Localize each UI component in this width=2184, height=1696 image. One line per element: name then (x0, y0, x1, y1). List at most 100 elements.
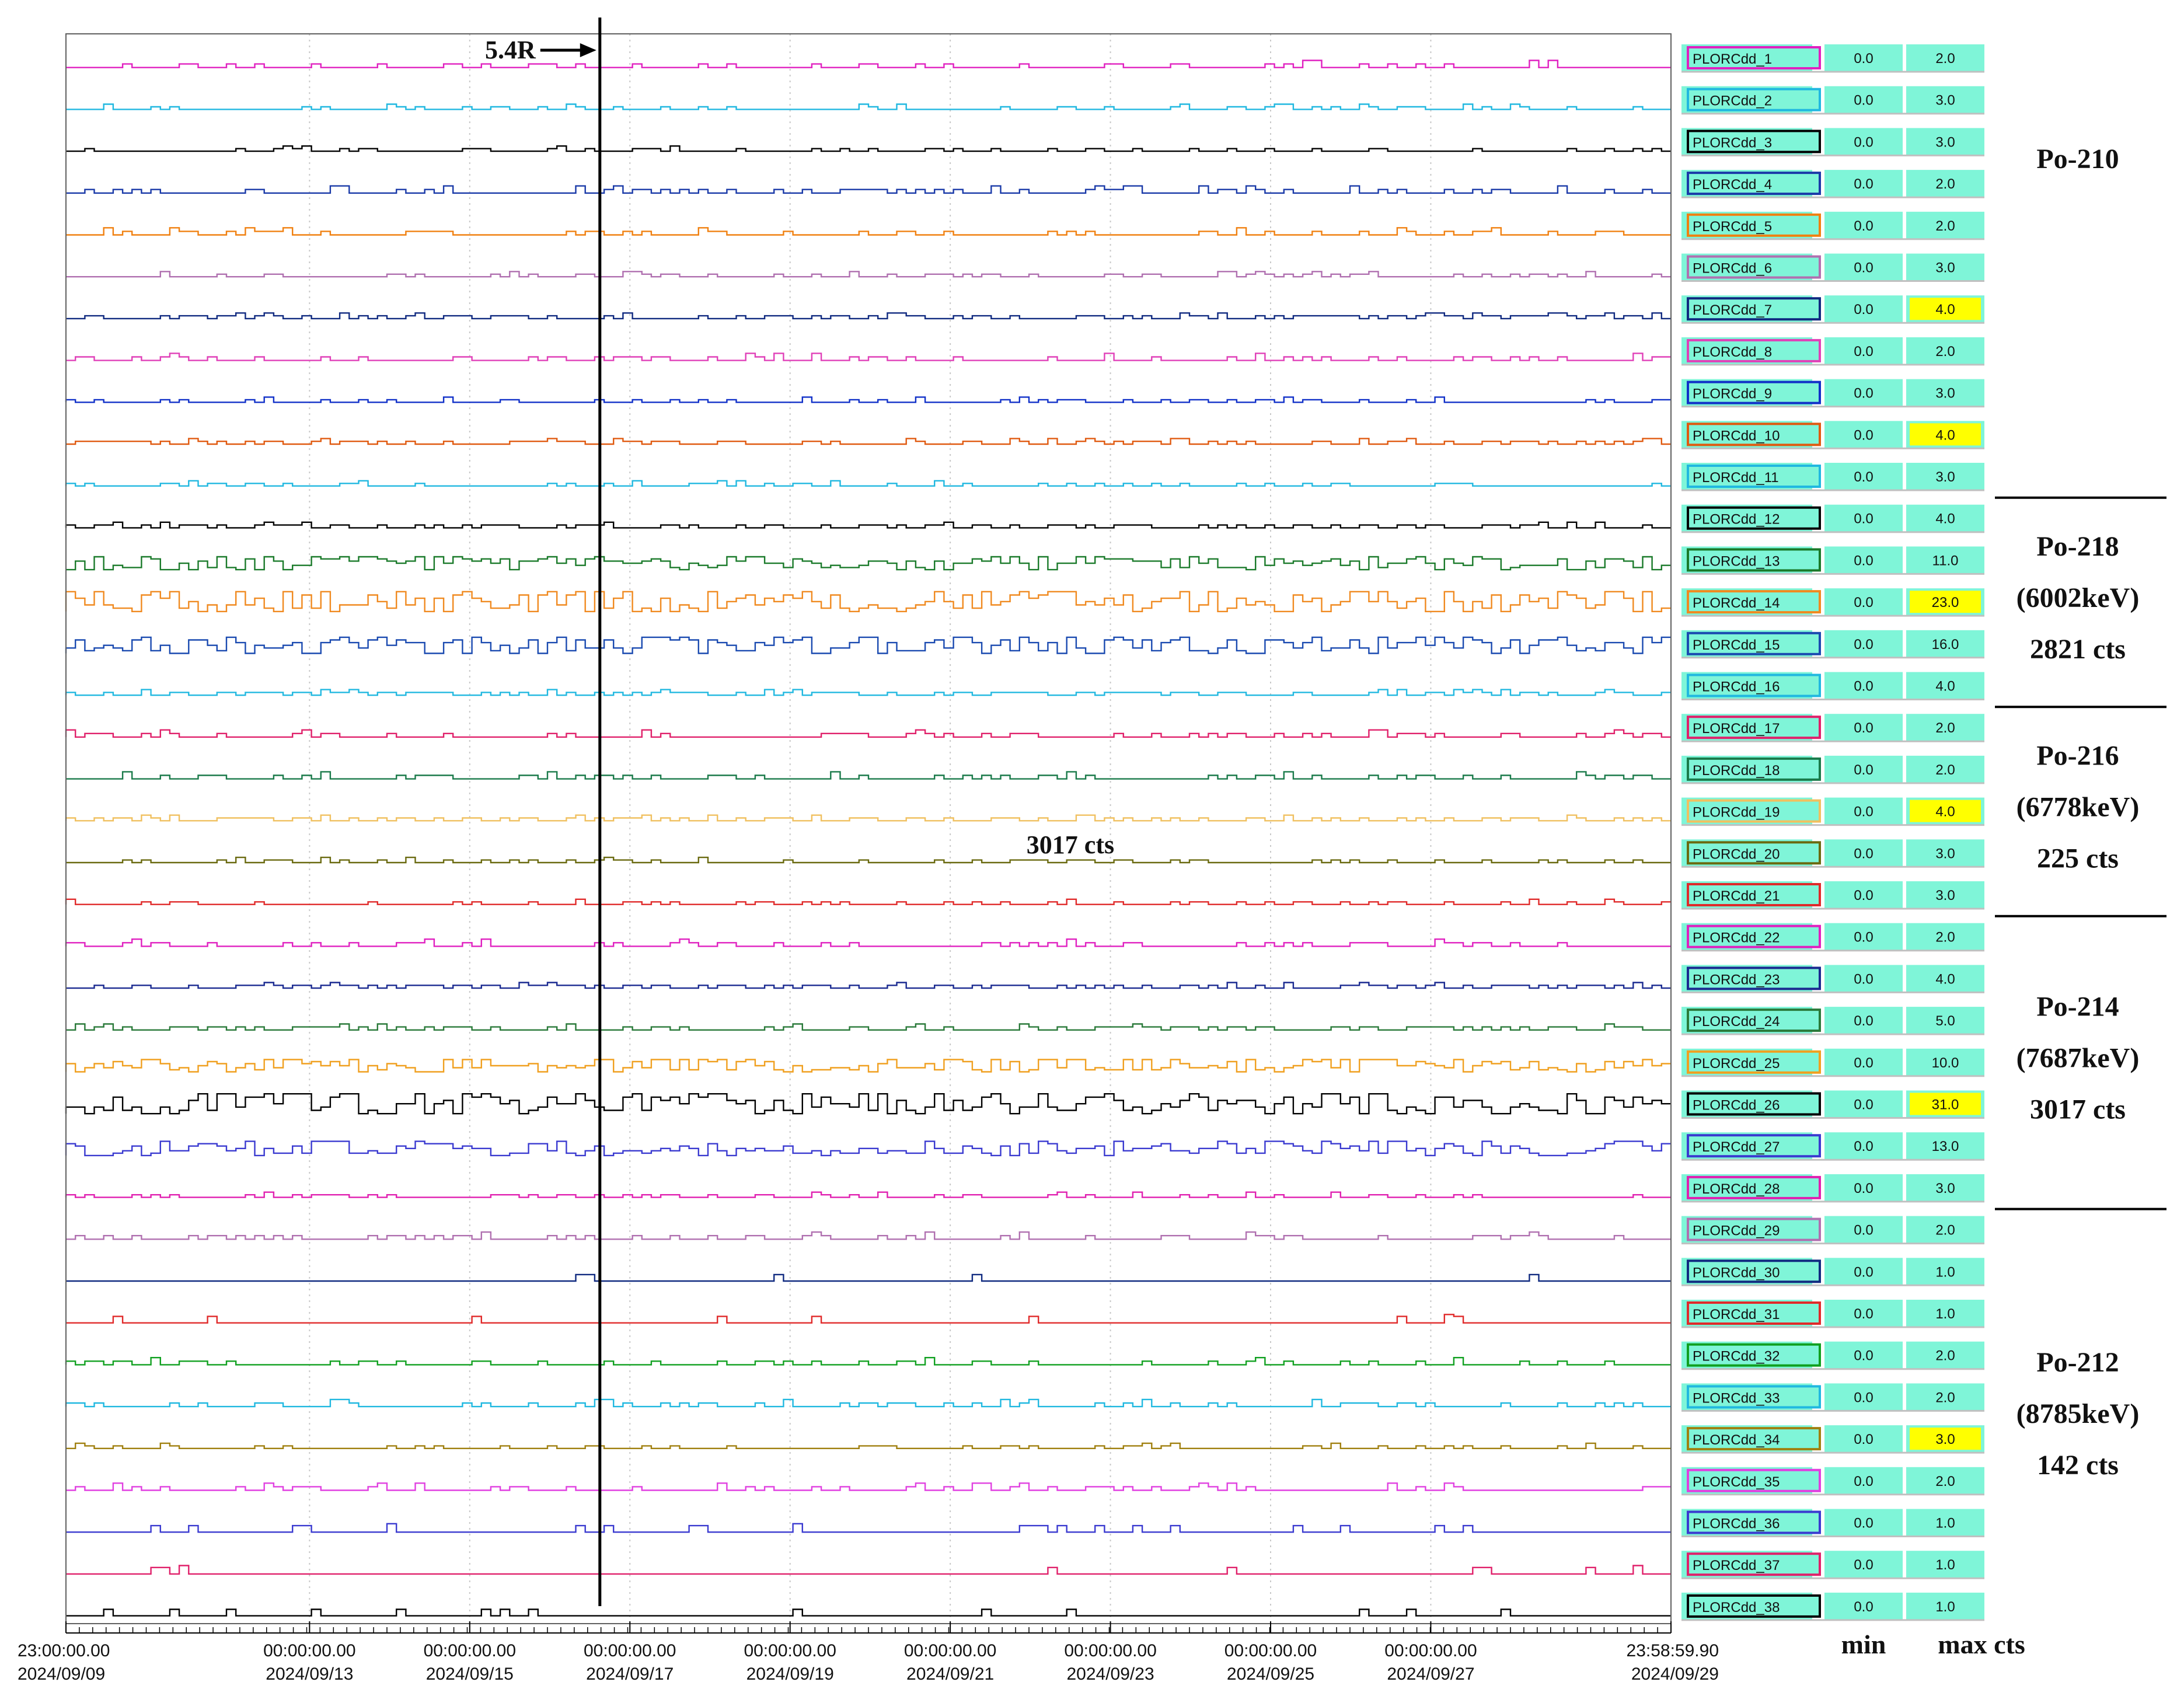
trace-PLORCdd_13 (66, 556, 1671, 571)
annotation-po216-line: (6778keV) (2016, 791, 2140, 822)
max-cell-bg (1906, 755, 1984, 783)
arrow-head-icon (580, 43, 596, 57)
channel-name: PLORCdd_32 (1693, 1349, 1780, 1365)
channel-name-box (1687, 130, 1821, 153)
min-cell-bg (1824, 588, 1903, 616)
trace-PLORCdd_29 (66, 1231, 1671, 1240)
x-tick-date: 2024/09/21 (906, 1664, 994, 1684)
min-value: 0.0 (1854, 846, 1873, 861)
channel-row: PLORCdd_14 0.0 23.0 (1681, 588, 1984, 617)
trace-PLORCdd_3 (66, 145, 1671, 152)
trace-PLORCdd_17 (65, 729, 1671, 738)
channel-row: PLORCdd_37 0.0 1.0 (1681, 1551, 1984, 1579)
min-cell-bg (1824, 253, 1903, 281)
channel-row: PLORCdd_7 0.0 4.0 (1681, 295, 1984, 324)
max-value: 3.0 (1935, 93, 1955, 109)
max-value: 4.0 (1935, 427, 1955, 443)
channel-name-box (1687, 1427, 1821, 1451)
channel-name-box (1687, 255, 1821, 279)
max-highlight (1910, 800, 1981, 822)
trace-PLORCdd_28 (65, 1191, 1671, 1198)
channel-name-box (1687, 297, 1821, 321)
max-highlight (1910, 1093, 1981, 1115)
max-value: 1.0 (1935, 1557, 1955, 1573)
min-cell-bg (1824, 1383, 1903, 1411)
channel-name: PLORCdd_10 (1693, 428, 1780, 444)
channel-name: PLORCdd_6 (1693, 261, 1772, 277)
channel-name: PLORCdd_33 (1693, 1390, 1780, 1406)
max-cell-bg (1906, 923, 1984, 950)
max-cell-bg (1906, 1341, 1984, 1369)
min-value: 0.0 (1854, 1264, 1873, 1280)
channel-name-box (1687, 1510, 1821, 1534)
min-value: 0.0 (1854, 1390, 1873, 1405)
trace-PLORCdd_2 (66, 103, 1671, 110)
min-cell-bg (1824, 86, 1903, 113)
trace-PLORCdd_8 (66, 353, 1671, 361)
max-highlight (1910, 298, 1981, 320)
channel-name: PLORCdd_34 (1693, 1432, 1780, 1448)
channel-name-box (1687, 1343, 1821, 1367)
max-value: 2.0 (1935, 218, 1955, 234)
max-cell-bg (1906, 546, 1984, 574)
min-value: 0.0 (1854, 1516, 1873, 1531)
max-value: 3.0 (1935, 846, 1955, 861)
min-cell-bg (1824, 546, 1903, 574)
min-cell-bg (1824, 672, 1903, 699)
min-cell-bg (1824, 1258, 1903, 1285)
min-cell-bg (1824, 1048, 1903, 1076)
min-cell-bg (1824, 379, 1903, 406)
trace-PLORCdd_24 (66, 1023, 1671, 1031)
max-value: 2.0 (1935, 762, 1955, 778)
annotation-po214-line: (7687keV) (2016, 1043, 2140, 1074)
channel-name: PLORCdd_9 (1693, 386, 1772, 402)
min-cell-bg (1824, 44, 1903, 71)
min-value: 0.0 (1854, 804, 1873, 820)
annotation-po218-line: (6002keV) (2016, 582, 2140, 613)
channel-row: PLORCdd_25 0.0 10.0 (1681, 1048, 1984, 1077)
min-cell-bg (1824, 1007, 1903, 1034)
min-cell-bg (1824, 1132, 1903, 1160)
min-cell-bg (1824, 797, 1903, 825)
table-headers: min max cts (1841, 1629, 2025, 1659)
max-value: 16.0 (1932, 637, 1959, 652)
max-value: 4.0 (1935, 971, 1955, 987)
max-value: 31.0 (1932, 1097, 1959, 1113)
max-cell-bg (1906, 170, 1984, 197)
trace-PLORCdd_4 (66, 185, 1671, 194)
trace-PLORCdd_38 (66, 1608, 1671, 1617)
channel-name-box (1687, 213, 1821, 237)
channel-name: PLORCdd_14 (1693, 595, 1780, 611)
min-value: 0.0 (1854, 762, 1873, 778)
trace-PLORCdd_15 (65, 636, 1671, 654)
max-cell-bg (1906, 86, 1984, 113)
channel-name: PLORCdd_35 (1693, 1474, 1780, 1490)
x-tick-date: 2024/09/09 (18, 1664, 105, 1684)
trace-PLORCdd_7 (66, 312, 1671, 320)
min-cell-bg (1824, 504, 1903, 532)
max-cell-bg (1906, 44, 1984, 71)
channel-row: PLORCdd_27 0.0 13.0 (1681, 1132, 1984, 1161)
min-cell-bg (1824, 714, 1903, 741)
max-value: 2.0 (1935, 344, 1955, 360)
channel-name-box (1687, 1301, 1821, 1325)
max-value: 2.0 (1935, 51, 1955, 67)
annotation-po210-line: Po-210 (2036, 144, 2119, 175)
min-value: 0.0 (1854, 344, 1873, 360)
channel-name: PLORCdd_15 (1693, 637, 1780, 653)
max-highlight (1910, 1428, 1981, 1450)
max-value: 4.0 (1935, 804, 1955, 820)
plot-frame (65, 33, 1672, 1624)
max-highlight (1910, 591, 1981, 613)
channel-row: PLORCdd_35 0.0 2.0 (1681, 1467, 1984, 1496)
channel-name-box (1687, 1468, 1821, 1492)
max-value: 3.0 (1935, 1432, 1955, 1447)
channel-name: PLORCdd_30 (1693, 1265, 1780, 1280)
channel-row: PLORCdd_17 0.0 2.0 (1681, 714, 1984, 742)
channel-name: PLORCdd_36 (1693, 1516, 1780, 1532)
channel-name-box (1687, 883, 1821, 906)
x-tick-date: 2024/09/19 (746, 1664, 834, 1684)
min-value: 0.0 (1854, 1306, 1873, 1322)
trace-PLORCdd_33 (65, 1398, 1671, 1408)
max-cell-bg (1906, 1174, 1984, 1201)
